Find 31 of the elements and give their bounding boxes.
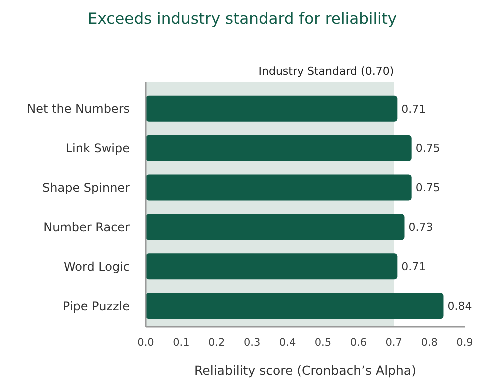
data-label: 0.75 <box>416 182 440 195</box>
x-tick-label: 0.9 <box>456 337 474 349</box>
bar <box>146 214 405 240</box>
y-tick-label: Pipe Puzzle <box>62 299 130 314</box>
x-axis-title: Reliability score (Cronbach’s Alpha) <box>194 363 416 378</box>
y-tick-label: Number Racer <box>44 220 130 234</box>
y-tick-label: Shape Spinner <box>42 180 130 195</box>
y-tick-label: Link Swipe <box>66 142 130 156</box>
band-label: Industry Standard (0.70) <box>258 65 394 78</box>
x-tick-label: 0.7 <box>386 337 402 349</box>
bar <box>146 174 412 201</box>
bar <box>146 96 398 122</box>
x-tick-label: 0.0 <box>138 337 154 349</box>
bar <box>146 254 398 280</box>
x-tick-label: 0.1 <box>173 337 190 349</box>
x-tick-label: 0.4 <box>279 337 296 349</box>
data-label: 0.71 <box>402 102 426 116</box>
x-tick-label: 0.6 <box>350 337 368 349</box>
x-tick-label: 0.3 <box>244 337 261 349</box>
data-label: 0.84 <box>448 300 472 313</box>
x-tick-label: 0.8 <box>421 337 438 349</box>
data-label: 0.75 <box>416 142 440 156</box>
y-tick-label: Word Logic <box>64 260 130 274</box>
x-tick-label: 0.2 <box>208 337 226 349</box>
y-tick-label: Net the Numbers <box>27 102 130 116</box>
bar <box>146 135 412 162</box>
bar <box>146 293 444 320</box>
x-tick-label: 0.5 <box>314 337 332 349</box>
chart-title: Exceeds industry standard for reliability <box>88 10 398 28</box>
data-label: 0.71 <box>402 260 426 274</box>
data-label: 0.73 <box>408 221 434 234</box>
